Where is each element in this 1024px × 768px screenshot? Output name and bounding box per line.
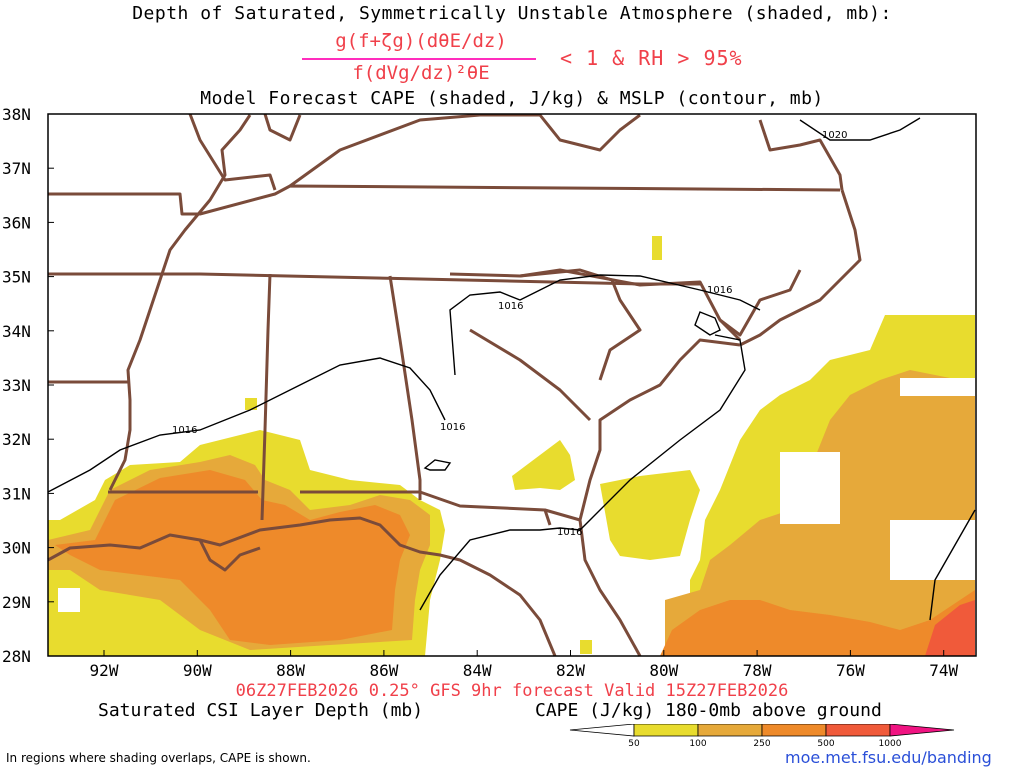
lat-label: 28N: [2, 647, 31, 666]
nc-coast-line: [719, 269, 802, 337]
colorbar-tick-label: 250: [753, 739, 770, 746]
lat-label: 34N: [2, 322, 31, 341]
isobar-1016-southeast: [419, 334, 746, 611]
colorbar-segment: [633, 724, 699, 737]
isobar-1020: [799, 117, 921, 141]
colorbar-segment: [569, 724, 635, 737]
ga-sc-border: [449, 268, 642, 381]
isobar-1016-west: [47, 357, 446, 493]
cape-patch-al: [245, 398, 257, 410]
isobar-1016-east: [929, 509, 976, 621]
colorbar-segment: [697, 724, 763, 737]
lat-label: 37N: [2, 159, 31, 178]
lat-label: 38N: [2, 105, 31, 124]
formula-denominator: f(dVg/dz)²θE: [352, 62, 490, 84]
colorbar-segment: [761, 724, 827, 737]
la-delta: [198, 539, 261, 572]
cape-patch-fl: [600, 470, 700, 560]
mslp-contours: [47, 117, 976, 621]
lat-label: 32N: [2, 430, 31, 449]
isobar-label: 1020: [822, 130, 847, 141]
cape-legend-label: CAPE (J/kg) 180-0mb above ground: [535, 700, 882, 721]
footnote: In regions where shading overlaps, CAPE …: [6, 751, 311, 765]
cape-region-darkorange-gulf: [55, 470, 410, 645]
lon-label: 84W: [463, 661, 492, 680]
lat-label: 36N: [2, 213, 31, 232]
lat-label: 31N: [2, 484, 31, 503]
source-url[interactable]: moe.met.fsu.edu/banding: [785, 748, 992, 767]
va-nc-ky-line: [289, 113, 641, 188]
chart-title: Depth of Saturated, Symmetrically Unstab…: [132, 3, 892, 24]
lat-label: 35N: [2, 268, 31, 287]
colorbar-segment: [889, 724, 955, 737]
isobar-label: 1016: [172, 425, 197, 436]
ga-fl-line: [544, 508, 581, 522]
lat-label: 30N: [2, 539, 31, 558]
run-info: 06Z27FEB2026 0.25° GFS 9hr forecast Vali…: [235, 681, 789, 701]
state-borders: [47, 113, 862, 657]
cape-gap-atlantic-3: [890, 520, 975, 580]
lat-label: 29N: [2, 593, 31, 612]
isobar-1016-small: [423, 459, 452, 471]
colorbar-tick-label: 100: [689, 739, 706, 746]
cape-patch-fl2: [580, 640, 592, 654]
cape-region-red-atlantic: [925, 600, 975, 656]
formula-fraction-bar: [302, 58, 536, 60]
tn-north-border: [48, 184, 841, 216]
colorbar-tick-label: 50: [628, 739, 640, 746]
ohio-river: [263, 113, 302, 142]
formula-numerator: g(f+ζg)(dθE/dz): [335, 30, 507, 52]
va-coast: [758, 119, 844, 191]
isobar-label: 1016: [440, 422, 465, 433]
cape-patch-ga: [512, 440, 575, 490]
isobar-label: 1016: [707, 285, 732, 296]
east-coast-fl: [578, 519, 642, 657]
lon-label: 86W: [369, 661, 398, 680]
lon-label: 82W: [556, 661, 585, 680]
cape-colorbar: 50 100 250 500 1000: [569, 724, 955, 746]
isobar-label: 1016: [557, 527, 582, 538]
lon-label: 80W: [649, 661, 678, 680]
nc-sc-border: [519, 268, 742, 342]
isobar-label: 1016: [498, 301, 523, 312]
piedmont-line: [469, 328, 592, 422]
lon-label: 76W: [836, 661, 865, 680]
mississippi-river: [108, 114, 252, 491]
cape-gap: [58, 588, 80, 612]
isobar-1016-carolina: [449, 274, 761, 376]
east-coast-nc: [739, 189, 862, 347]
colorbar-tick-label: 1000: [879, 739, 902, 746]
lon-label: 90W: [183, 661, 212, 680]
cape-gap-atlantic-2: [900, 378, 975, 396]
formula-condition: < 1 & RH > 95%: [560, 46, 743, 70]
lon-label: 88W: [276, 661, 305, 680]
gulf-coast: [47, 516, 557, 657]
colorbar-segment: [825, 724, 891, 737]
al-ga-border: [388, 275, 422, 500]
isobar-1016-loop: [694, 311, 721, 336]
cape-shading: [48, 236, 975, 656]
cape-patch-nc: [652, 236, 662, 260]
east-coast-sc-ga: [578, 338, 741, 521]
colorbar-tick-label: 500: [817, 739, 834, 746]
lon-label: 74W: [929, 661, 958, 680]
lon-label: 78W: [743, 661, 772, 680]
csi-legend-label: Saturated CSI Layer Depth (mb): [98, 700, 424, 721]
lon-label: 92W: [90, 661, 119, 680]
ms-al-border: [260, 273, 272, 521]
chart-subtitle: Model Forecast CAPE (shaded, J/kg) & MSL…: [200, 88, 824, 109]
lat-label: 33N: [2, 376, 31, 395]
cape-region-darkorange-atlantic: [660, 590, 975, 656]
fl-panhandle-border: [300, 490, 552, 526]
cape-gap-atlantic-1: [780, 452, 840, 524]
ky-wv-boundary: [188, 113, 277, 191]
